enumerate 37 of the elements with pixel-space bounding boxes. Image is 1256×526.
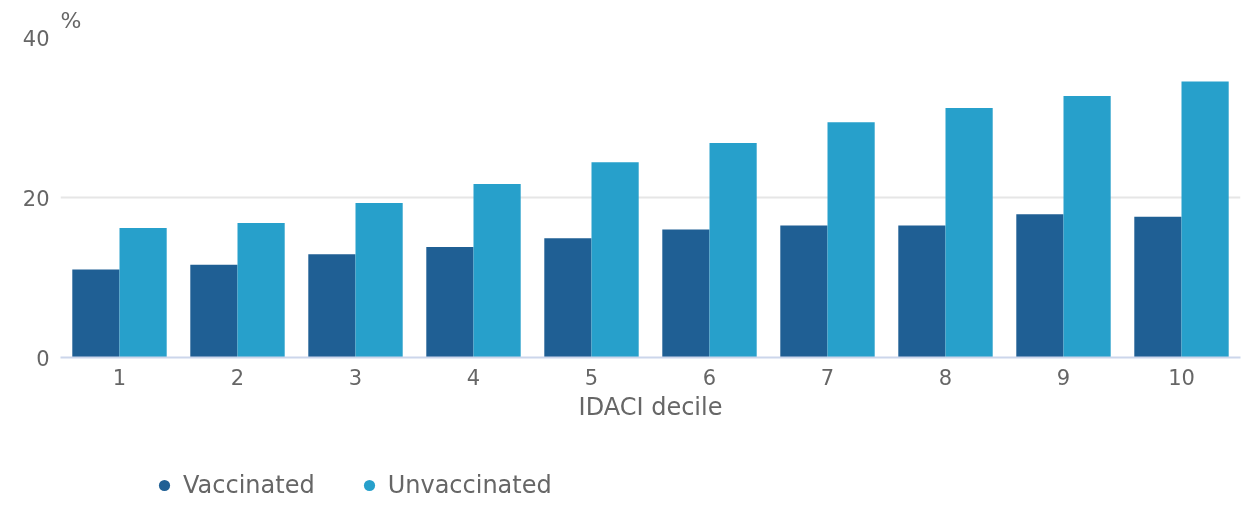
bar: [426, 247, 474, 358]
x-tick-label: 5: [584, 365, 599, 390]
y-tick-label: 40: [22, 26, 50, 51]
bar: [72, 269, 120, 358]
bar: [544, 238, 592, 358]
bar: [355, 203, 403, 358]
x-tick-label: 4: [466, 365, 481, 390]
x-tick-label: 6: [702, 365, 717, 390]
x-tick-label: 1: [112, 365, 127, 390]
bar: [945, 107, 993, 358]
x-tick-label: 8: [938, 365, 953, 390]
bar: [1016, 214, 1064, 358]
y-axis-title: %: [60, 7, 82, 33]
bar: [1134, 216, 1182, 358]
bar: [780, 225, 828, 358]
x-tick-label: 7: [820, 365, 835, 390]
legend-label: Unvaccinated: [387, 471, 552, 499]
bar: [827, 122, 875, 358]
legend-label: Vaccinated: [183, 471, 315, 499]
bar: [190, 264, 238, 358]
x-axis-title: IDACI decile: [578, 392, 723, 421]
bar: [473, 183, 521, 358]
x-tick-label: 10: [1168, 365, 1195, 390]
y-tick-label: 0: [36, 346, 50, 371]
bar: [591, 162, 639, 358]
bar: [662, 229, 710, 358]
bar: [1181, 81, 1229, 358]
bar: [1063, 95, 1111, 358]
x-tick-label: 9: [1056, 365, 1071, 390]
x-tick-label: 3: [348, 365, 363, 390]
bar: [898, 225, 946, 358]
y-tick-label: 20: [22, 186, 50, 211]
bar: [119, 227, 167, 358]
bar: [237, 223, 285, 358]
x-tick-label: 2: [230, 365, 245, 390]
bar: [709, 143, 757, 358]
bar: [308, 254, 356, 358]
